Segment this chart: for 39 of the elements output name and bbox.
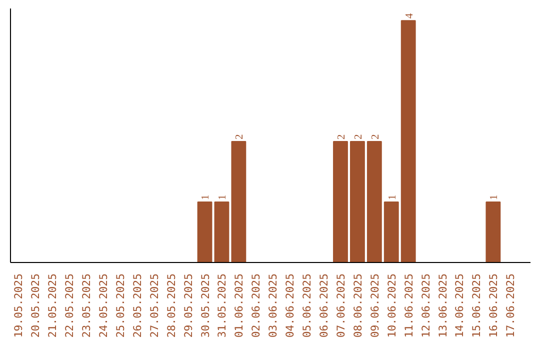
data-label: 1	[218, 194, 229, 200]
x-tick-label: 23.05.2025	[80, 274, 93, 338]
x-tick-label: 04.06.2025	[284, 274, 297, 338]
x-tick-label: 28.05.2025	[164, 274, 178, 338]
x-tick-label: 20.05.2025	[29, 274, 42, 338]
x-tick-label: 29.05.2025	[182, 274, 195, 338]
data-label: 1	[489, 194, 500, 200]
x-tick-label: 26.05.2025	[130, 274, 144, 338]
data-label: 4	[404, 12, 416, 19]
x-tick-label: 17.06.2025	[504, 274, 518, 338]
x-tick-label: 30.05.2025	[198, 274, 212, 338]
data-label: 1	[387, 194, 398, 200]
x-tick-label: 16.06.2025	[487, 274, 500, 338]
x-tick-label: 31.05.2025	[216, 274, 229, 338]
x-tick-label: 21.05.2025	[46, 274, 60, 338]
x-tick-label: 02.06.2025	[250, 274, 263, 338]
x-tick-label: 27.05.2025	[148, 274, 161, 338]
x-tick-label: 22.05.2025	[63, 274, 76, 338]
data-label: 2	[353, 134, 364, 140]
x-tick-label: 08.06.2025	[351, 274, 364, 338]
data-label: 1	[200, 194, 212, 200]
x-tick-label: 11.06.2025	[402, 274, 416, 338]
x-tick-label: 14.06.2025	[453, 274, 466, 338]
x-tick-label: 06.06.2025	[318, 274, 331, 338]
data-label: 2	[336, 134, 348, 140]
data-label: 2	[370, 134, 382, 140]
x-tick-label: 25.05.2025	[114, 274, 127, 338]
x-tick-label: 05.06.2025	[300, 274, 314, 338]
data-label: 2	[234, 134, 246, 140]
x-tick-label: 09.06.2025	[368, 274, 382, 338]
x-tick-label: 07.06.2025	[334, 274, 348, 338]
x-tick-label: 13.06.2025	[436, 274, 450, 338]
x-tick-label: 12.06.2025	[419, 274, 432, 338]
x-tick-label: 01.06.2025	[232, 274, 246, 338]
x-tick-label: 24.05.2025	[96, 274, 110, 338]
x-tick-label: 03.06.2025	[266, 274, 280, 338]
x-tick-label: 19.05.2025	[12, 274, 26, 338]
x-tick-label: 10.06.2025	[385, 274, 398, 338]
x-tick-label: 15.06.2025	[470, 274, 484, 338]
